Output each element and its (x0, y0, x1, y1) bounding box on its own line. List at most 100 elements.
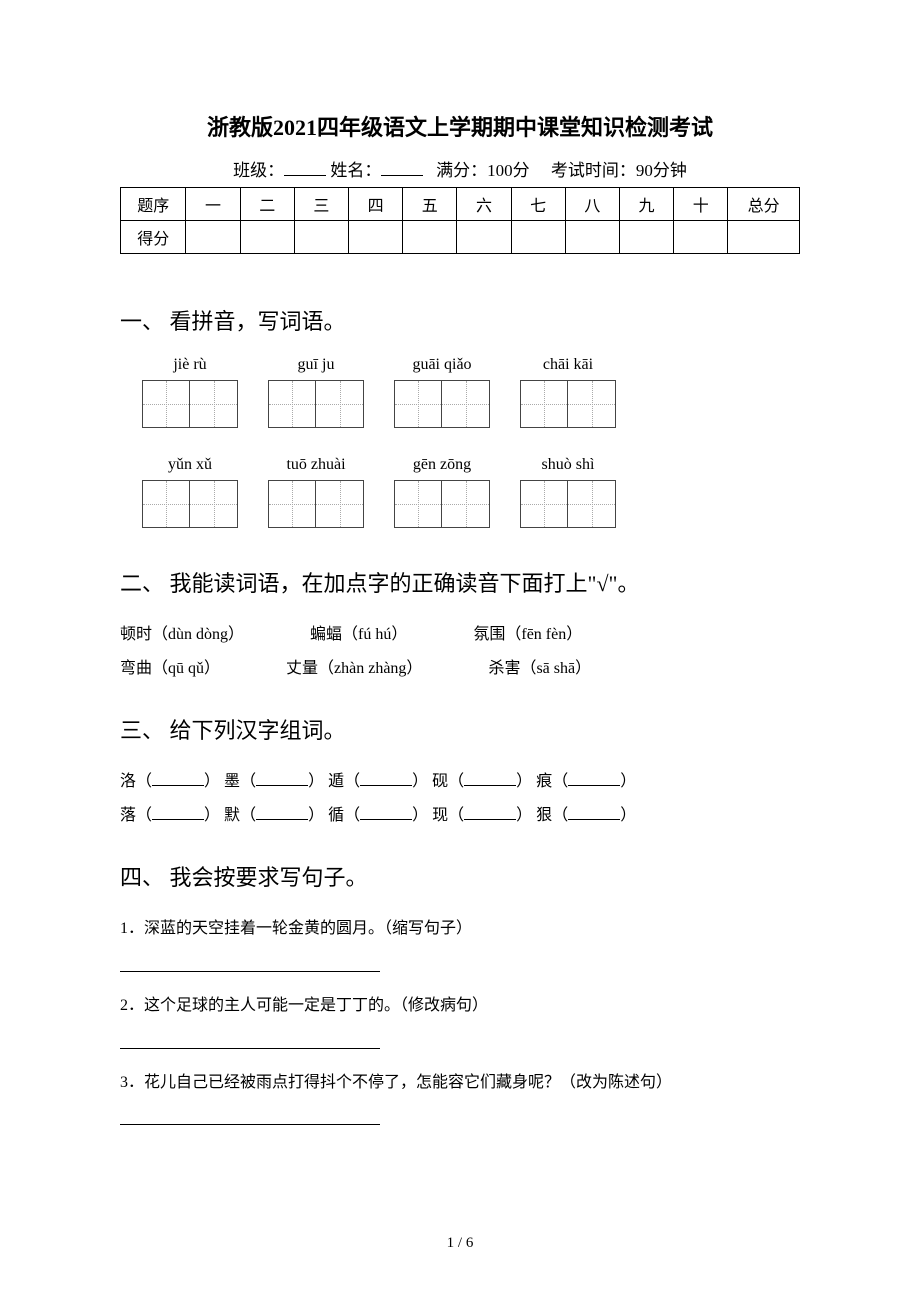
s2-item: 蝙蝠（fú hú） (310, 618, 407, 652)
pinyin: gēn zōng (413, 456, 471, 474)
word-blank[interactable] (152, 770, 204, 786)
s3-char: 洛 (120, 773, 136, 790)
s2-item: 氛围（fēn fèn） (473, 618, 582, 652)
section-2-head: 二、 我能读词语，在加点字的正确读音下面打上"√"。 (120, 566, 800, 598)
score-cell[interactable] (565, 221, 619, 254)
score-cell[interactable] (403, 221, 457, 254)
score-cell[interactable] (511, 221, 565, 254)
col-7: 七 (511, 188, 565, 221)
col-total: 总分 (728, 188, 800, 221)
char-box[interactable] (568, 380, 616, 428)
word-blank[interactable] (464, 770, 516, 786)
s3-char: 现 (432, 807, 448, 824)
pinyin: yǔn xǔ (168, 456, 212, 474)
char-box[interactable] (268, 480, 316, 528)
score-cell[interactable] (240, 221, 294, 254)
s2-item: 丈量（zhàn zhàng） (286, 652, 422, 686)
s2-item: 顿时（dùn dòng） (120, 618, 244, 652)
s3-char: 落 (120, 807, 136, 824)
char-box[interactable] (268, 380, 316, 428)
word-blank[interactable] (360, 770, 412, 786)
s4-q2: 2．这个足球的主人可能一定是丁丁的。（修改病句） (120, 989, 800, 1023)
row-header-1: 题序 (121, 188, 186, 221)
pinyin-row-1: jiè rù guī ju guāi qiǎo chāi kāi (142, 356, 800, 428)
pinyin: jiè rù (173, 356, 206, 374)
pinyin: guī ju (298, 356, 335, 374)
meta-line: 班级： 姓名： 满分：100分 考试时间：90分钟 (120, 156, 800, 181)
score-cell[interactable] (674, 221, 728, 254)
section-1-head: 一、 看拼音，写词语。 (120, 304, 800, 336)
pinyin: guāi qiǎo (412, 356, 471, 374)
col-8: 八 (565, 188, 619, 221)
section-3-head: 三、 给下列汉字组词。 (120, 713, 800, 745)
score-cell[interactable] (619, 221, 673, 254)
col-1: 一 (186, 188, 240, 221)
word-blank[interactable] (360, 804, 412, 820)
pinyin: shuò shì (542, 456, 595, 474)
s2-row-2: 弯曲（qū qǔ） 丈量（zhàn zhàng） 杀害（sā shā） (120, 652, 800, 686)
s3-char: 遁 (328, 773, 344, 790)
pinyin: chāi kāi (543, 356, 593, 374)
char-box[interactable] (442, 480, 490, 528)
s4-q3: 3．花儿自己已经被雨点打得抖个不停了，怎能容它们藏身呢？（改为陈述句） (120, 1066, 800, 1100)
char-box[interactable] (316, 480, 364, 528)
doc-title: 浙教版2021四年级语文上学期期中课堂知识检测考试 (120, 110, 800, 142)
s3-row-1: 洛（） 墨（） 遁（） 砚（） 痕（） (120, 765, 800, 799)
row-header-2: 得分 (121, 221, 186, 254)
s4-q1: 1．深蓝的天空挂着一轮金黄的圆月。（缩写句子） (120, 912, 800, 946)
score-cell[interactable] (457, 221, 511, 254)
col-9: 九 (619, 188, 673, 221)
s3-char: 狠 (536, 807, 552, 824)
score-cell[interactable] (349, 221, 403, 254)
word-blank[interactable] (568, 804, 620, 820)
col-10: 十 (674, 188, 728, 221)
pinyin-row-2: yǔn xǔ tuō zhuài gēn zōng shuò shì (142, 456, 800, 528)
word-blank[interactable] (256, 804, 308, 820)
s3-row-2: 落（） 默（） 循（） 现（） 狠（） (120, 799, 800, 833)
page-footer: 1 / 6 (0, 1235, 920, 1252)
name-blank[interactable] (381, 158, 423, 176)
col-6: 六 (457, 188, 511, 221)
score-cell[interactable] (294, 221, 348, 254)
s2-row-1: 顿时（dùn dòng） 蝙蝠（fú hú） 氛围（fēn fèn） (120, 618, 800, 652)
char-box[interactable] (142, 480, 190, 528)
answer-blank[interactable] (120, 958, 380, 972)
s2-item: 杀害（sā shā） (488, 652, 591, 686)
char-box[interactable] (568, 480, 616, 528)
char-box[interactable] (190, 480, 238, 528)
char-box[interactable] (394, 380, 442, 428)
answer-blank[interactable] (120, 1111, 380, 1125)
word-blank[interactable] (152, 804, 204, 820)
s3-char: 默 (224, 807, 240, 824)
answer-blank[interactable] (120, 1035, 380, 1049)
word-blank[interactable] (256, 770, 308, 786)
class-label: 班级： (233, 161, 284, 180)
s2-item: 弯曲（qū qǔ） (120, 652, 220, 686)
char-box[interactable] (316, 380, 364, 428)
char-box[interactable] (442, 380, 490, 428)
class-blank[interactable] (284, 158, 326, 176)
score-table: 题序 一 二 三 四 五 六 七 八 九 十 总分 得分 (120, 187, 800, 254)
word-blank[interactable] (464, 804, 516, 820)
char-box[interactable] (190, 380, 238, 428)
col-5: 五 (403, 188, 457, 221)
score-cell[interactable] (728, 221, 800, 254)
col-2: 二 (240, 188, 294, 221)
s3-char: 墨 (224, 773, 240, 790)
char-box[interactable] (520, 480, 568, 528)
char-box[interactable] (520, 380, 568, 428)
char-box[interactable] (142, 380, 190, 428)
section-4-head: 四、 我会按要求写句子。 (120, 860, 800, 892)
pinyin: tuō zhuài (286, 456, 345, 474)
score-cell[interactable] (186, 221, 240, 254)
char-box[interactable] (394, 480, 442, 528)
col-4: 四 (349, 188, 403, 221)
word-blank[interactable] (568, 770, 620, 786)
s3-char: 循 (328, 807, 344, 824)
s3-char: 砚 (432, 773, 448, 790)
exam-time: 考试时间：90分钟 (551, 161, 687, 180)
full-score: 满分：100分 (436, 161, 530, 180)
name-label: 姓名： (330, 161, 381, 180)
s3-char: 痕 (536, 773, 552, 790)
col-3: 三 (294, 188, 348, 221)
